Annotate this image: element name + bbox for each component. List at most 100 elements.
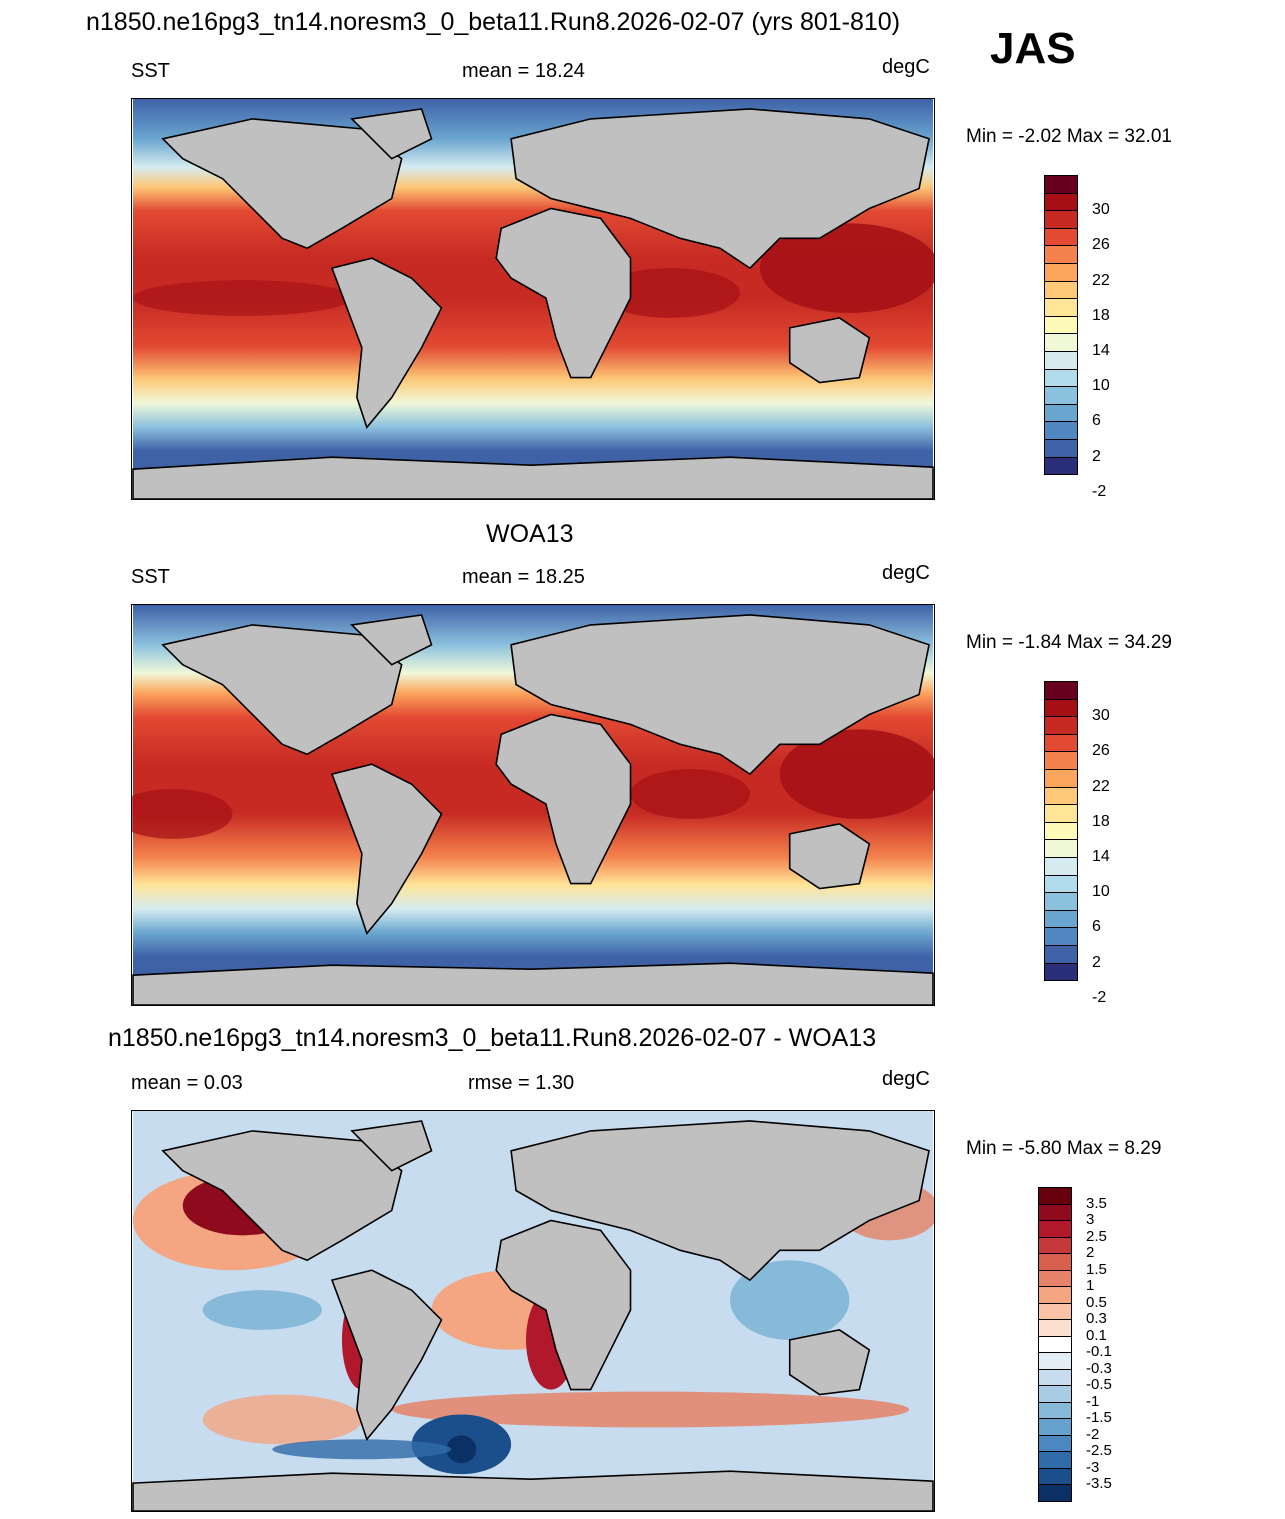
colorbar-tick-label: 2 [1086, 1244, 1095, 1261]
panel2-map-svg [132, 605, 934, 1005]
colorbar-swatch [1038, 1269, 1072, 1287]
colorbar-tick-label: 3 [1086, 1211, 1095, 1228]
colorbar-tick-label: 22 [1092, 777, 1110, 795]
colorbar-tick-label: 22 [1092, 271, 1110, 289]
colorbar-tick-label: 6 [1092, 918, 1101, 936]
colorbar-tick-label: 18 [1092, 306, 1110, 324]
colorbar-tick-label: 14 [1092, 848, 1110, 865]
colorbar-swatch [1044, 298, 1078, 317]
panel1-landmass [132, 108, 934, 499]
colorbar-tick-label: 3.5 [1086, 1194, 1107, 1212]
colorbar-tick-label: 30 [1092, 707, 1110, 725]
colorbar-tick-label: 26 [1092, 236, 1110, 254]
colorbar-swatch [1044, 333, 1078, 352]
colorbar-swatch [1044, 263, 1078, 282]
colorbar-swatch [1038, 1385, 1072, 1403]
colorbar-swatch [1038, 1467, 1072, 1485]
colorbar-tick-label: -1.5 [1086, 1409, 1112, 1426]
colorbar-tick-label: 1.5 [1086, 1260, 1107, 1278]
colorbar-swatch [1044, 439, 1078, 458]
panel2-sst-map [131, 604, 935, 1006]
colorbar-swatch [1044, 857, 1078, 876]
colorbar-tick-label: 0.5 [1086, 1293, 1107, 1311]
season-label: JAS [990, 24, 1076, 73]
colorbar-swatch [1044, 945, 1078, 964]
colorbar-swatch [1044, 227, 1078, 247]
colorbar-tick-label: 26 [1092, 742, 1110, 760]
colorbar-tick-label: -2.5 [1086, 1442, 1112, 1459]
colorbar-swatch [1038, 1302, 1072, 1320]
colorbar-swatch [1038, 1434, 1072, 1452]
colorbar-swatch [1044, 192, 1078, 212]
colorbar-swatch [1038, 1368, 1072, 1386]
colorbar-swatch [1044, 909, 1078, 929]
colorbar-swatch [1044, 751, 1078, 770]
colorbar-tick-label: -3 [1086, 1458, 1100, 1476]
panel1-map-svg [132, 99, 934, 499]
panel3-map-svg [132, 1111, 934, 1511]
panel1-units-label: degC [882, 56, 930, 78]
colorbar-tick-label: 2 [1092, 953, 1101, 971]
colorbar-swatch [1038, 1319, 1072, 1337]
panel1-mean-label: mean = 18.24 [462, 60, 585, 82]
panel1-sst-map [131, 98, 935, 500]
colorbar-swatch [1044, 892, 1078, 911]
panel2-left-label: SST [131, 566, 170, 588]
colorbar-swatch [1044, 175, 1078, 194]
colorbar-swatch [1044, 351, 1078, 370]
colorbar-swatch [1038, 1401, 1072, 1419]
panel3-minmax: Min = -5.80 Max = 8.29 [966, 1138, 1162, 1159]
colorbar-swatch [1044, 698, 1078, 718]
colorbar-swatch [1044, 386, 1078, 405]
colorbar-swatch [1038, 1203, 1072, 1221]
panel2-units-label: degC [882, 562, 930, 584]
colorbar-tick-label: 2.5 [1086, 1227, 1107, 1245]
colorbar-swatch [1044, 927, 1078, 946]
colorbar-swatch [1044, 368, 1078, 388]
colorbar-tick-label: -1 [1086, 1392, 1100, 1410]
panel3-diff-map [131, 1110, 935, 1512]
panel1-left-label: SST [131, 60, 170, 82]
colorbar-tick-label: -0.3 [1086, 1359, 1112, 1377]
colorbar-tick-label: -2 [1092, 482, 1107, 500]
panel2-minmax: Min = -1.84 Max = 34.29 [966, 632, 1172, 653]
colorbar-tick-label: 1 [1086, 1277, 1095, 1294]
colorbar-tick-label: 10 [1092, 883, 1110, 901]
panel1-title: n1850.ne16pg3_tn14.noresm3_0_beta11.Run8… [86, 8, 901, 36]
panel3-mean-label: mean = 0.03 [131, 1072, 243, 1094]
colorbar-tick-label: -2 [1092, 988, 1107, 1006]
colorbar-swatch [1044, 839, 1078, 858]
colorbar-tick-label: 18 [1092, 812, 1110, 830]
colorbar-tick-label: 30 [1092, 201, 1110, 219]
colorbar-swatch [1044, 280, 1078, 300]
panel1-minmax: Min = -2.02 Max = 32.01 [966, 126, 1172, 147]
colorbar-swatch [1044, 245, 1078, 264]
colorbar-swatch [1038, 1187, 1072, 1205]
panel2-mean-label: mean = 18.25 [462, 566, 585, 588]
colorbar-swatch [1044, 456, 1078, 476]
panel2-landmass [132, 614, 934, 1005]
colorbar-swatch [1038, 1418, 1072, 1436]
colorbar-swatch [1038, 1335, 1072, 1353]
colorbar-tick-label: 10 [1092, 377, 1110, 395]
colorbar-tick-label: 0.3 [1086, 1310, 1107, 1327]
colorbar-swatch [1044, 403, 1078, 423]
panel2-title: WOA13 [486, 520, 574, 548]
colorbar-swatch [1038, 1236, 1072, 1254]
colorbar-swatch [1038, 1352, 1072, 1370]
colorbar-swatch [1038, 1253, 1072, 1271]
colorbar-tick-label: -0.5 [1086, 1376, 1112, 1393]
panel3-units-label: degC [882, 1068, 930, 1090]
colorbar-swatch [1044, 733, 1078, 753]
colorbar-swatch [1044, 421, 1078, 440]
colorbar-swatch [1038, 1451, 1072, 1469]
colorbar-swatch [1044, 716, 1078, 735]
colorbar-tick-label: 0.1 [1086, 1326, 1107, 1344]
colorbar-swatch [1044, 821, 1078, 841]
colorbar-swatch [1038, 1220, 1072, 1238]
panel3-title: n1850.ne16pg3_tn14.noresm3_0_beta11.Run8… [108, 1024, 877, 1052]
colorbar-tick-label: 14 [1092, 342, 1110, 359]
panel3-rmse-label: rmse = 1.30 [468, 1072, 575, 1094]
colorbar-swatch [1044, 315, 1078, 335]
colorbar-swatch [1044, 769, 1078, 788]
